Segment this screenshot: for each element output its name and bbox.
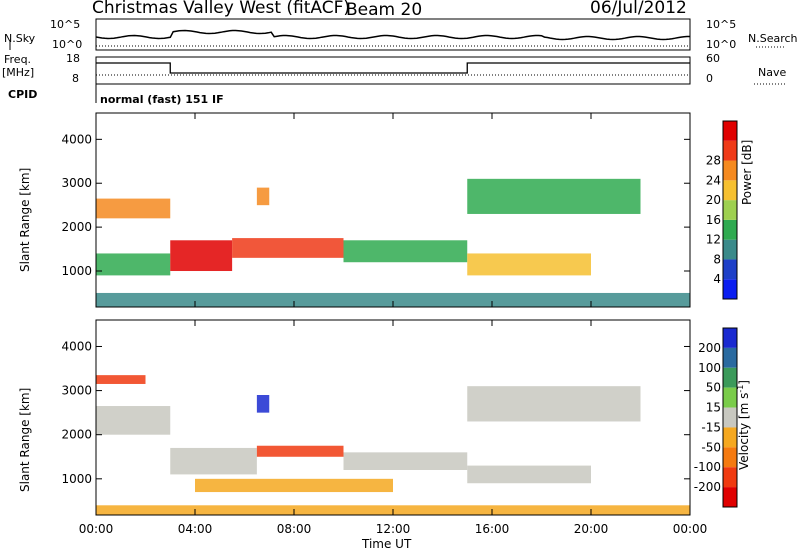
velocity-colorbar-label: Velocity [m s-1] <box>736 380 751 470</box>
noise-tick-top-left: 10^5 <box>50 18 81 31</box>
y-tick-label-1-0: 1000 <box>61 472 92 486</box>
colorbar-tick-1-1: 100 <box>698 361 721 375</box>
freq-unit-label: [MHz] <box>2 66 35 79</box>
colorbar-tick-1-3: 15 <box>706 401 721 415</box>
colorbar-swatch-1-0 <box>723 328 737 348</box>
colorbar-tick-1-6: -100 <box>694 460 721 474</box>
scatter-region-1-6 <box>343 452 468 470</box>
scatter-region-1-3 <box>256 395 270 413</box>
scatter-region-0-6 <box>467 253 591 276</box>
colorbar-swatch-0-8 <box>723 121 737 141</box>
colorbar-swatch-1-3 <box>723 387 737 408</box>
x-tick-label-0: 00:00 <box>79 522 114 536</box>
scatter-region-0-5 <box>343 240 468 263</box>
x-tick-label-4: 16:00 <box>475 522 510 536</box>
x-tick-label-3: 12:00 <box>376 522 411 536</box>
colorbar-swatch-1-4 <box>723 407 737 428</box>
scatter-region-1-0 <box>96 406 171 435</box>
scatter-region-0-4 <box>256 187 270 206</box>
noise-search-label: N.Search <box>748 32 798 45</box>
colorbar-swatch-0-5 <box>723 180 737 201</box>
scatter-region-1-4 <box>256 445 344 457</box>
date-title: 06/Jul/2012 <box>590 0 687 18</box>
nave-tick-top: 60 <box>706 52 720 65</box>
y-tick-label-0-2: 3000 <box>61 176 92 190</box>
y-tick-label-0-1: 2000 <box>61 220 92 234</box>
freq-line <box>96 62 690 74</box>
noise-sky-label: N.Sky <box>4 32 36 45</box>
y-tick-label-1-3: 4000 <box>61 339 92 353</box>
noise-tick-top-right: 10^5 <box>706 18 737 31</box>
nave-tick-bottom: 0 <box>706 72 713 85</box>
freq-tick-bottom: 8 <box>72 72 79 85</box>
y-tick-label-1-1: 2000 <box>61 428 92 442</box>
colorbar-tick-0-1: 8 <box>713 252 721 266</box>
noise-tick-bottom-left: 10^0 <box>52 38 83 51</box>
velocity-colorbar-label-text: Velocity [m s <box>737 392 751 470</box>
freq-label: Freq. <box>4 53 32 66</box>
scatter-region-1-5 <box>195 478 393 493</box>
colorbar-tick-1-5: -50 <box>701 440 721 454</box>
cpid-label: CPID <box>8 88 38 101</box>
scatter-region-0-7 <box>467 178 641 214</box>
colorbar-frame-0 <box>722 120 738 300</box>
colorbar-swatch-1-5 <box>723 427 737 448</box>
velocity-ylabel: Slant Range [km] <box>18 387 32 492</box>
noise-sky-line <box>95 29 690 41</box>
scatter-region-1-2 <box>170 447 257 475</box>
colorbar-frame-1 <box>722 327 738 508</box>
freq-tick-top: 18 <box>66 52 80 65</box>
y-tick-label-1-2: 3000 <box>61 384 92 398</box>
colorbar-swatch-1-1 <box>723 347 737 368</box>
xlabel: Time UT <box>362 537 412 551</box>
colorbar-tick-0-0: 4 <box>713 272 721 286</box>
y-tick-label-0-0: 1000 <box>61 264 92 278</box>
colorbar-swatch-0-6 <box>723 160 737 181</box>
colorbar-swatch-0-0 <box>723 279 737 299</box>
colorbar-tick-0-4: 20 <box>706 193 721 207</box>
colorbar-swatch-0-2 <box>723 239 737 260</box>
power-colorbar-label: Power [dB] <box>740 139 754 205</box>
colorbar-tick-0-3: 16 <box>706 213 721 227</box>
scatter-region-0-8 <box>96 292 690 307</box>
noise-tick-bottom-right: 10^0 <box>706 38 737 51</box>
x-tick-label-1: 04:00 <box>178 522 213 536</box>
colorbar-swatch-0-3 <box>723 219 737 240</box>
velocity-colorbar-label-sup: -1 <box>736 384 745 393</box>
colorbar-swatch-1-2 <box>723 367 737 388</box>
colorbar-swatch-1-6 <box>723 447 737 468</box>
colorbar-tick-1-4: -15 <box>701 420 721 434</box>
freq-panel-frame <box>95 56 691 85</box>
scatter-region-0-2 <box>170 240 233 272</box>
y-tick-label-0-3: 4000 <box>61 132 92 146</box>
colorbar-tick-1-2: 50 <box>706 381 721 395</box>
x-tick-label-6: 00:00 <box>673 522 708 536</box>
colorbar-swatch-1-7 <box>723 467 737 488</box>
x-tick-label-5: 20:00 <box>574 522 609 536</box>
colorbar-tick-1-7: -200 <box>694 480 721 494</box>
colorbar-tick-0-5: 24 <box>706 173 721 187</box>
x-tick-label-2: 08:00 <box>277 522 312 536</box>
scatter-region-1-1 <box>96 375 146 384</box>
cpid-value: normal (fast) 151 IF <box>100 93 224 106</box>
scatter-region-1-7 <box>467 386 641 422</box>
station-title: Christmas Valley West (fitACF) <box>92 0 351 18</box>
velocity-colorbar-label-end: ] <box>737 380 751 385</box>
scatter-region-1-8 <box>467 465 591 484</box>
colorbar-tick-1-0: 200 <box>698 341 721 355</box>
scatter-region-0-0 <box>96 198 171 219</box>
colorbar-swatch-0-4 <box>723 200 737 220</box>
scatter-region-0-3 <box>232 238 344 258</box>
nave-label: Nave <box>758 66 787 79</box>
power-ylabel: Slant Range [km] <box>18 167 32 272</box>
scatter-region-0-1 <box>96 253 171 276</box>
noise-panel-frame <box>95 18 691 51</box>
colorbar-swatch-1-8 <box>723 487 737 507</box>
colorbar-tick-0-2: 12 <box>706 233 721 247</box>
colorbar-swatch-0-7 <box>723 140 737 161</box>
colorbar-swatch-0-1 <box>723 259 737 280</box>
beam-title: Beam 20 <box>346 0 423 20</box>
colorbar-tick-0-6: 28 <box>706 154 721 168</box>
